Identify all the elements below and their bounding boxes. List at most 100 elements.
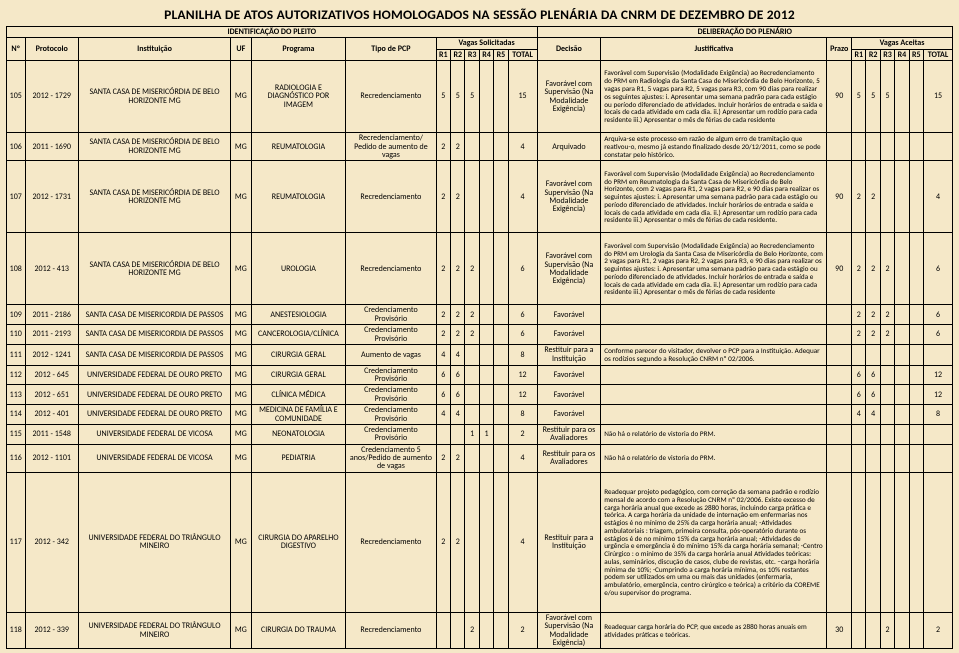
cell — [827, 424, 852, 444]
col-ac-r1: R1 — [852, 49, 866, 60]
cell — [880, 385, 894, 405]
cell: Favorável — [537, 365, 601, 385]
cell — [479, 612, 493, 649]
cell: 2 — [852, 305, 866, 325]
cell — [880, 424, 894, 444]
cell: UNIVERSIDADE FEDERAL DE OURO PRETO — [78, 365, 230, 385]
col-protocolo: Protocolo — [25, 38, 78, 61]
cell — [494, 305, 508, 325]
cell: Credenciamento Provisório — [346, 405, 436, 425]
cell: Restituir para a Instituição — [537, 345, 601, 366]
cell — [494, 161, 508, 233]
cell: Recredenciamento — [346, 61, 436, 133]
cell — [924, 345, 953, 366]
cell — [909, 305, 923, 325]
cell: SANTA CASA DE MISERICÓRDIA DE BELO HORIZ… — [78, 161, 230, 233]
cell: Restituir para os Avaliadores — [537, 444, 601, 472]
cell: Arquiva-se este processo em razão de alg… — [601, 133, 827, 161]
col-justificativa: Justificativa — [601, 38, 827, 61]
col-tipo: Tipo de PCP — [346, 38, 436, 61]
cell: UNIVERSIDADE FEDERAL DE VICOSA — [78, 444, 230, 472]
cell: MG — [231, 405, 252, 425]
cell: 6 — [924, 325, 953, 345]
col-sol-r1: R1 — [436, 49, 450, 60]
cell — [852, 444, 866, 472]
cell: Favorável com Supervisão (Na Modalidade … — [537, 233, 601, 305]
cell — [924, 133, 953, 161]
cell: UNIVERSIDADE FEDERAL DE OURO PRETO — [78, 385, 230, 405]
col-sol-r3: R3 — [465, 49, 479, 60]
cell: 2011 - 1690 — [25, 133, 78, 161]
cell: Credenciamento Provisório — [346, 325, 436, 345]
cell: 2012 - 342 — [25, 472, 78, 612]
cell: 2012 - 1241 — [25, 345, 78, 366]
cell: 4 — [508, 472, 537, 612]
cell: 2011 - 2193 — [25, 325, 78, 345]
cell — [827, 444, 852, 472]
cell: 4 — [508, 161, 537, 233]
cell: 2 — [436, 233, 450, 305]
cell: MG — [231, 424, 252, 444]
cell — [494, 345, 508, 366]
cell: Arquivado — [537, 133, 601, 161]
cell: 6 — [924, 305, 953, 325]
cell — [880, 472, 894, 612]
cell — [465, 345, 479, 366]
cell — [866, 424, 880, 444]
cell: 5 — [465, 61, 479, 133]
cell: 2 — [880, 233, 894, 305]
cell: 2 — [852, 161, 866, 233]
cell — [479, 405, 493, 425]
cell: Não há o relatório de vistoria do PRM. — [601, 424, 827, 444]
cell: 2 — [866, 305, 880, 325]
cell: Recredenciamento — [346, 612, 436, 649]
cell: 2 — [465, 612, 479, 649]
cell — [880, 133, 894, 161]
cell — [601, 325, 827, 345]
table-row: 1072012 - 1731SANTA CASA DE MISERICÓRDIA… — [7, 161, 953, 233]
cell — [924, 472, 953, 612]
cell — [852, 345, 866, 366]
cell: Favorável — [537, 325, 601, 345]
col-uf: UF — [231, 38, 252, 61]
col-no: Nº — [7, 38, 26, 61]
cell: PEDIATRIA — [251, 444, 346, 472]
cell — [880, 345, 894, 366]
cell — [451, 424, 465, 444]
cell: 112 — [7, 365, 26, 385]
cell: Recredenciamento — [346, 233, 436, 305]
cell: 90 — [827, 61, 852, 133]
cell — [494, 424, 508, 444]
cell: CIRURGIA DO APARELHO DIGESTIVO — [251, 472, 346, 612]
cell — [479, 133, 493, 161]
cell: 90 — [827, 161, 852, 233]
cell — [909, 233, 923, 305]
cell — [465, 385, 479, 405]
cell — [479, 472, 493, 612]
cell: 8 — [508, 345, 537, 366]
col-vagas-ac: Vagas Aceitas — [852, 38, 953, 49]
cell: MG — [231, 444, 252, 472]
cell: MG — [231, 161, 252, 233]
cell: 15 — [924, 61, 953, 133]
cell — [465, 444, 479, 472]
cell — [479, 345, 493, 366]
cell: 4 — [508, 444, 537, 472]
section-header-right: DELIBERAÇÃO DO PLENÁRIO — [537, 27, 952, 38]
cell — [479, 161, 493, 233]
cell: SANTA CASA DE MISERICÓRDIA DE BELO HORIZ… — [78, 61, 230, 133]
cell: 5 — [880, 61, 894, 133]
cell — [494, 133, 508, 161]
cell — [827, 325, 852, 345]
cell — [880, 161, 894, 233]
cell — [827, 472, 852, 612]
cell — [451, 612, 465, 649]
cell: Readequar projeto pedagógico, com correç… — [601, 472, 827, 612]
cell: Favorável — [537, 385, 601, 405]
cell — [909, 444, 923, 472]
cell: 2 — [451, 325, 465, 345]
cell: UNIVERSIDADE FEDERAL DE OURO PRETO — [78, 405, 230, 425]
cell — [479, 365, 493, 385]
cell: 2 — [436, 444, 450, 472]
cell — [852, 612, 866, 649]
